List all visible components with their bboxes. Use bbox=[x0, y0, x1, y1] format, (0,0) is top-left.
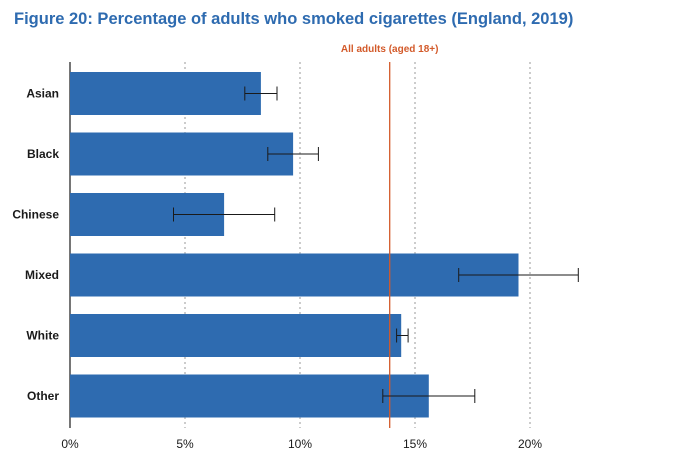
reference-line-group: All adults (aged 18+) bbox=[341, 44, 439, 428]
category-label: Other bbox=[27, 389, 59, 403]
category-label: Mixed bbox=[25, 268, 59, 282]
x-tick-label: 15% bbox=[403, 437, 427, 451]
bar bbox=[70, 374, 429, 418]
chart-title: Figure 20: Percentage of adults who smok… bbox=[14, 10, 574, 28]
bar bbox=[70, 314, 402, 357]
category-label: White bbox=[26, 329, 59, 343]
error-bars bbox=[173, 86, 579, 403]
bars bbox=[70, 72, 519, 418]
grid-lines bbox=[69, 62, 531, 428]
x-tick-label: 10% bbox=[288, 437, 312, 451]
error-bar bbox=[267, 147, 319, 161]
error-bar bbox=[382, 389, 476, 403]
reference-line-label: All adults (aged 18+) bbox=[341, 44, 439, 55]
category-label: Chinese bbox=[12, 208, 59, 222]
error-bar bbox=[458, 268, 579, 282]
category-label: Asian bbox=[26, 87, 59, 101]
category-labels: Asian Black Chinese Mixed White Other bbox=[12, 87, 59, 404]
x-tick-label: 5% bbox=[176, 437, 194, 451]
bar bbox=[70, 253, 519, 297]
x-tick-label: 0% bbox=[61, 437, 79, 451]
bar bbox=[70, 132, 294, 176]
category-label: Black bbox=[27, 147, 59, 161]
error-bar bbox=[396, 328, 409, 343]
error-bar bbox=[244, 86, 278, 101]
error-bar bbox=[173, 207, 276, 222]
x-tick-label: 20% bbox=[518, 437, 542, 451]
bar bbox=[70, 72, 261, 115]
x-axis-ticks: 0% 5% 10% 15% 20% bbox=[61, 437, 542, 451]
